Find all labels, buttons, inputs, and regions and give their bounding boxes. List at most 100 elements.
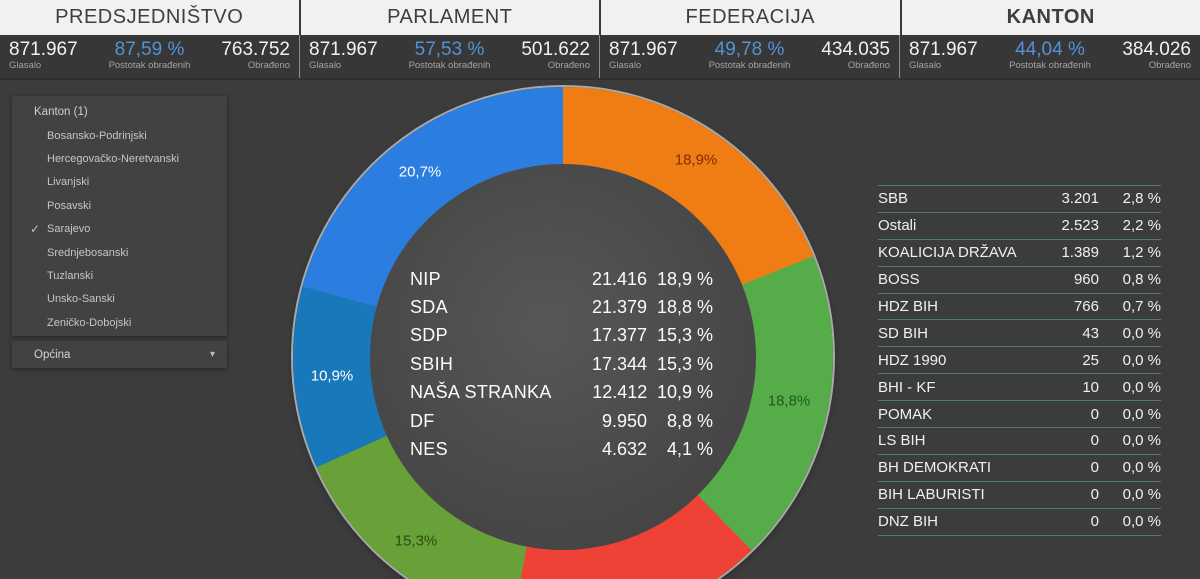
legend-percent: 4,1 % — [666, 439, 713, 460]
stat-glasalo: 871.967 Glasalo — [9, 39, 78, 78]
sidebar-item-srednjebosanski[interactable]: Srednjebosanski — [12, 241, 227, 264]
legend-percent: 15,3 % — [656, 325, 713, 346]
table-votes: 25 — [1082, 351, 1099, 369]
table-percent: 0,0 % — [1122, 405, 1161, 423]
stat-label: Obrađeno — [247, 60, 290, 71]
stats-section-predsjedni-tvo: 871.967 Glasalo 87,59 % Postotak obrađenih 7… — [0, 35, 300, 78]
table-votes: 0 — [1090, 486, 1099, 504]
legend-row-df: DF 9.950 8,8 % — [410, 407, 713, 435]
minor-parties-table: SBB 3.201 2,8 % Ostali 2.523 2,2 % KOALICIJA D… — [878, 185, 1161, 536]
table-row-hdz-1990: HDZ 1990 25 0,0 % — [878, 346, 1161, 373]
table-votes: 766 — [1073, 298, 1099, 315]
legend-row-sda: SDA 21.379 18,8 % — [410, 293, 713, 321]
stat-postotak-obra-enih: 44,04 % Postotak obrađenih — [1009, 39, 1091, 78]
tab-parlament[interactable]: PARLAMENT — [301, 0, 601, 35]
table-party-name: SBB — [878, 190, 909, 208]
sidebar-item-label: Hercegovačko-Neretvanski — [47, 153, 180, 166]
sidebar-item-label: Posavski — [47, 199, 92, 212]
kanton-panel-header: Kanton (1) — [34, 106, 88, 118]
legend-party-name: NIP — [410, 268, 441, 289]
table-party-name: HDZ 1990 — [878, 351, 947, 369]
stat-obra-eno: 501.622 Obrađeno — [521, 39, 590, 78]
stat-label: Glasalo — [309, 60, 342, 71]
slice-label-sda: 18,8% — [767, 392, 811, 410]
stat-label: Postotak obrađenih — [408, 60, 491, 71]
tab-kanton[interactable]: KANTON — [1006, 6, 1095, 28]
sidebar-item-tuzlanski[interactable]: Tuzlanski — [12, 264, 227, 287]
legend-party-name: NES — [410, 439, 448, 460]
table-party-name: Ostali — [878, 217, 917, 235]
sidebar-item-hercegova-ko-neretvanski[interactable]: Hercegovačko-Neretvanski — [12, 147, 227, 170]
stat-value: 871.967 — [909, 39, 978, 60]
legend-votes: 12.412 — [592, 382, 648, 403]
table-row-ls-bih: LS BIH 0 0,0 % — [878, 427, 1161, 454]
sidebar-item-sarajevo[interactable]: ✓ Sarajevo — [12, 218, 227, 241]
legend-votes: 17.344 — [591, 353, 647, 374]
sidebar-item-label: Srednjebosanski — [47, 246, 129, 259]
sidebar-item-bosansko-podrinjski[interactable]: Bosansko-Podrinjski — [12, 124, 227, 147]
table-row-sbb: SBB 3.201 2,8 % — [878, 185, 1161, 212]
stat-glasalo: 871.967 Glasalo — [309, 39, 378, 78]
table-party-name: LS BIH — [878, 432, 926, 450]
table-row-bih-laburisti: BIH LABURISTI 0 0,0 % — [878, 480, 1161, 508]
stat-value: 871.967 — [309, 39, 378, 60]
stat-label: Obrađeno — [847, 60, 890, 71]
slice-label-other: 20,7% — [398, 163, 442, 181]
stat-glasalo: 871.967 Glasalo — [909, 39, 978, 78]
opcina-dropdown[interactable]: Općina ▾ — [12, 341, 227, 368]
legend-party-name: NAŠA STRANKA — [410, 382, 552, 403]
table-percent: 1,2 % — [1122, 244, 1161, 262]
legend-row-sdp: SDP 17.377 15,3 % — [410, 322, 713, 350]
stat-value: 44,04 % — [1015, 39, 1085, 60]
table-votes: 43 — [1082, 324, 1099, 342]
table-party-name: HDZ BIH — [878, 298, 938, 315]
table-party-name: BHI - KF — [878, 378, 936, 396]
kanton-list: Bosansko-Podrinjski Hercegovačko-Neretvan… — [12, 124, 227, 335]
stat-label: Glasalo — [9, 60, 42, 71]
table-party-name: KOALICIJA DRŽAVA — [878, 244, 1017, 262]
slice-label-nip: 18,9% — [674, 151, 718, 169]
stat-obra-eno: 434.035 Obrađeno — [821, 39, 890, 78]
legend-party-name: SDP — [410, 325, 448, 346]
sidebar-item-zeni-ko-dobojski[interactable]: Zeničko-Dobojski — [12, 311, 227, 334]
table-percent: 0,0 % — [1122, 324, 1161, 342]
stat-value: 871.967 — [9, 39, 78, 60]
stat-value: 501.622 — [521, 39, 590, 60]
table-votes: 960 — [1073, 271, 1099, 289]
stat-value: 434.035 — [821, 39, 890, 60]
legend-row-sbih: SBIH 17.344 15,3 % — [410, 350, 713, 378]
table-votes: 10 — [1082, 378, 1099, 396]
stat-label: Glasalo — [909, 60, 942, 71]
stat-label: Obrađeno — [547, 60, 590, 71]
legend-row-nes: NES 4.632 4,1 % — [410, 435, 713, 463]
table-row-boss: BOSS 960 0,8 % — [878, 265, 1161, 293]
tab-federacija[interactable]: FEDERACIJA — [601, 0, 902, 35]
table-votes: 1.389 — [1061, 244, 1099, 262]
table-row-pomak: POMAK 0 0,0 % — [878, 400, 1161, 427]
table-percent: 0,0 % — [1122, 513, 1161, 531]
legend-percent: 15,3 % — [656, 353, 713, 374]
tab-predsjedni-tvo[interactable]: PREDSJEDNIŠTVO — [0, 0, 301, 35]
table-party-name: BOSS — [878, 271, 920, 289]
sidebar-item-posavski[interactable]: Posavski — [12, 194, 227, 217]
donut-center-legend: NIP 21.416 18,9 % SDA 21.379 18,8 % SDP 17.377 1… — [410, 265, 713, 464]
table-party-name: DNZ BIH — [878, 513, 938, 531]
donut-hole — [370, 164, 756, 550]
checkmark-icon: ✓ — [30, 222, 41, 237]
stat-label: Postotak obrađenih — [108, 60, 191, 71]
sidebar-item-unsko-sanski[interactable]: Unsko-Sanski — [12, 288, 227, 311]
stat-obra-eno: 384.026 Obrađeno — [1122, 39, 1191, 78]
sidebar-item-livanjski[interactable]: Livanjski — [12, 171, 227, 194]
stat-postotak-obra-enih: 57,53 % Postotak obrađenih — [409, 39, 491, 78]
table-row-sd-bih: SD BIH 43 0,0 % — [878, 319, 1161, 346]
tab-bar: PREDSJEDNIŠTVO PARLAMENT FEDERACIJA KANTON — [0, 0, 1200, 35]
legend-votes: 9.950 — [601, 410, 647, 431]
table-party-name: BIH LABURISTI — [878, 486, 985, 504]
stat-value: 57,53 % — [414, 39, 485, 60]
stat-value: 763.752 — [221, 39, 290, 60]
table-row-bh-demokrati: BH DEMOKRATI 0 0,0 % — [878, 453, 1161, 481]
sidebar-item-label: Bosansko-Podrinjski — [47, 129, 147, 142]
legend-votes: 21.416 — [591, 268, 647, 289]
legend-party-name: SBIH — [410, 353, 454, 374]
